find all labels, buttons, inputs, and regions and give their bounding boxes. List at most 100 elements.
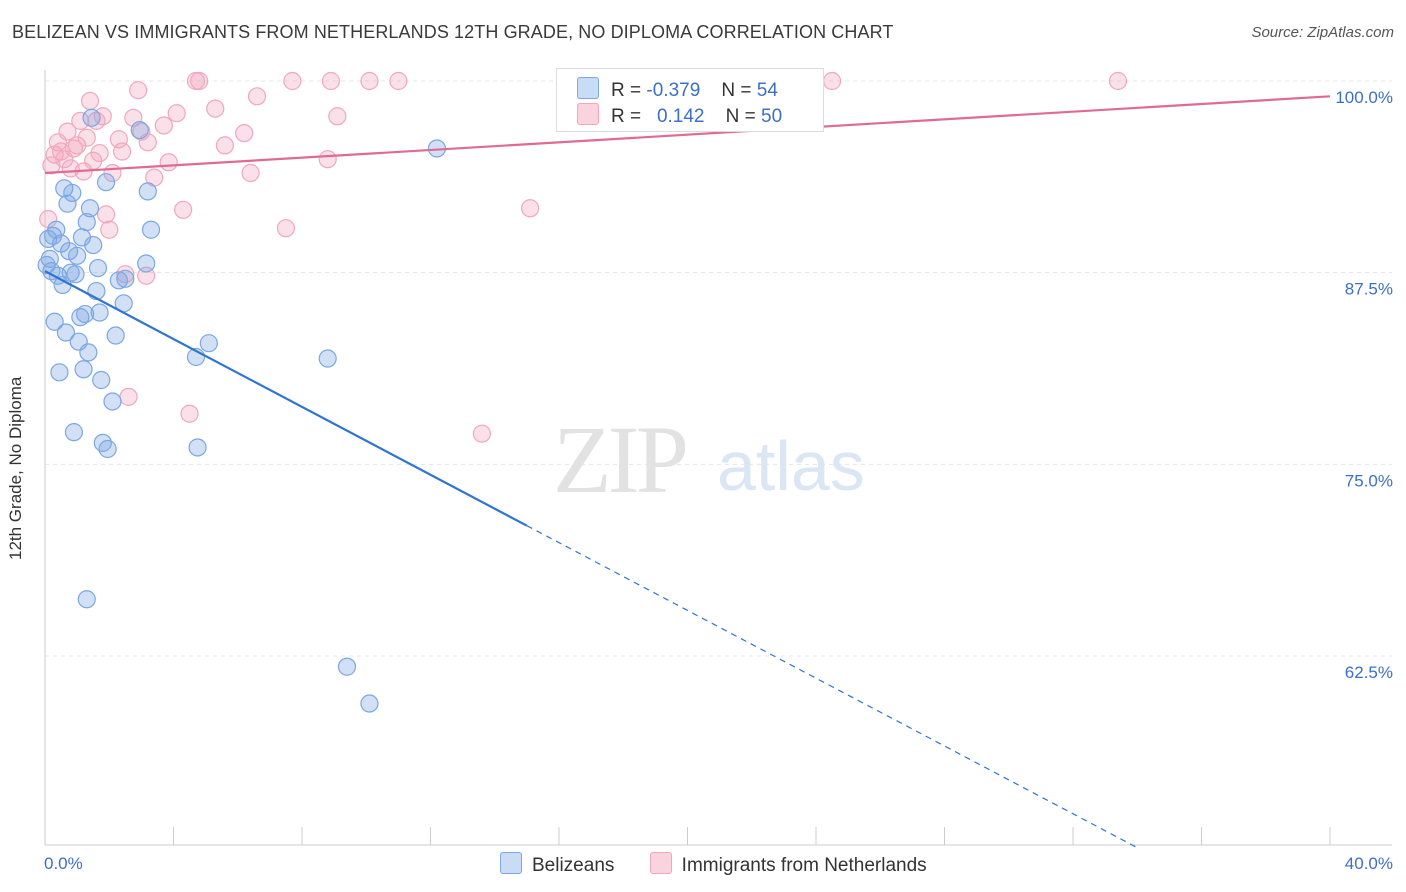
data-point-netherlands	[68, 136, 87, 155]
legend-item-netherlands[interactable]: Immigrants from Netherlands	[649, 852, 927, 877]
data-point-belizeans	[106, 326, 125, 345]
data-point-belizeans	[199, 334, 218, 353]
data-point-netherlands	[328, 107, 347, 126]
legend-r-value: -0.379	[646, 80, 701, 101]
y-tick-label: 100.0%	[1335, 88, 1393, 107]
data-point-belizeans	[64, 423, 84, 442]
watermark-zip: ZIP	[553, 406, 686, 513]
data-point-netherlands	[90, 143, 109, 163]
data-point-netherlands	[321, 71, 341, 91]
legend-swatch-blue	[577, 77, 599, 99]
data-point-belizeans	[84, 235, 103, 255]
x-tick-label: 0.0%	[44, 854, 83, 873]
data-point-netherlands	[64, 139, 84, 158]
data-point-netherlands	[822, 71, 842, 91]
data-point-netherlands	[167, 104, 186, 123]
data-point-belizeans	[77, 590, 96, 609]
data-point-netherlands	[241, 163, 260, 183]
data-point-netherlands	[180, 404, 199, 423]
data-point-belizeans	[103, 392, 122, 411]
data-point-netherlands	[472, 424, 491, 443]
legend-r-label: R =	[611, 106, 642, 127]
legend-label-netherlands: Immigrants from Netherlands	[681, 855, 927, 876]
data-point-netherlands	[206, 99, 225, 118]
data-point-belizeans	[45, 312, 64, 331]
data-point-netherlands	[318, 150, 337, 169]
legend-label-belizeans: Belizeans	[532, 855, 615, 876]
data-point-belizeans	[37, 255, 56, 275]
series-legend: Belizeans Immigrants from Netherlands	[500, 852, 957, 877]
trend-line-netherlands	[44, 95, 1331, 175]
data-point-belizeans	[58, 194, 77, 213]
data-point-belizeans	[93, 433, 112, 452]
data-point-belizeans	[109, 271, 128, 290]
data-point-belizeans	[76, 304, 95, 324]
data-point-belizeans	[80, 199, 100, 218]
data-point-netherlands	[129, 81, 148, 100]
data-point-netherlands	[276, 219, 296, 238]
legend-row-belizeans: R = -0.379 N = 54	[577, 77, 778, 101]
data-point-belizeans	[63, 183, 82, 203]
y-tick-label: 75.0%	[1345, 471, 1393, 490]
data-point-netherlands	[283, 71, 302, 91]
legend-item-belizeans[interactable]: Belizeans	[500, 852, 614, 877]
legend-swatch-blue	[500, 852, 522, 874]
data-point-netherlands	[389, 71, 408, 91]
legend-r-value: 0.142	[656, 106, 705, 127]
legend-row-netherlands: R = 0.142 N = 50	[577, 103, 782, 127]
data-point-netherlands	[96, 205, 116, 224]
data-point-netherlands	[87, 111, 106, 130]
data-point-netherlands	[159, 153, 178, 172]
y-axis-label: 12th Grade, No Diploma	[6, 376, 25, 560]
correlation-legend: R = -0.379 N = 54 R = 0.142 N = 50	[556, 68, 824, 132]
data-point-netherlands	[1108, 71, 1128, 91]
data-point-belizeans	[130, 120, 149, 140]
data-point-netherlands	[190, 71, 209, 91]
data-point-netherlands	[154, 116, 173, 135]
data-point-belizeans	[138, 182, 157, 201]
data-point-netherlands	[77, 128, 96, 147]
watermark-atlas: atlas	[717, 427, 865, 505]
data-point-belizeans	[141, 220, 161, 239]
data-point-netherlands	[520, 199, 540, 218]
source-note: Source: ZipAtlas.com	[1251, 24, 1394, 41]
data-point-belizeans	[68, 246, 87, 265]
data-point-belizeans	[360, 694, 379, 713]
data-point-belizeans	[137, 254, 156, 273]
data-point-netherlands	[71, 111, 90, 130]
legend-swatch-pink	[577, 103, 599, 125]
data-point-belizeans	[90, 303, 109, 322]
legend-n-value: 54	[756, 80, 778, 101]
y-tick-label: 62.5%	[1345, 663, 1393, 682]
data-point-belizeans	[318, 349, 337, 368]
watermark: ZIP atlas	[553, 406, 865, 513]
legend-n-label: N =	[721, 80, 752, 101]
data-point-netherlands	[174, 200, 193, 219]
y-tick-label: 87.5%	[1345, 280, 1393, 299]
x-tick-label: 40.0%	[1345, 854, 1393, 873]
data-point-belizeans	[188, 438, 207, 457]
data-point-belizeans	[337, 657, 357, 676]
data-point-belizeans	[88, 258, 108, 278]
data-point-netherlands	[80, 91, 100, 111]
data-point-belizeans	[56, 323, 75, 342]
data-point-belizeans	[77, 212, 96, 232]
legend-n-label: N =	[725, 106, 756, 127]
data-point-netherlands	[360, 71, 379, 91]
data-point-belizeans	[92, 370, 111, 390]
data-point-netherlands	[112, 142, 132, 161]
legend-r-label: R =	[611, 80, 642, 101]
data-point-netherlands	[100, 220, 119, 239]
data-point-belizeans	[96, 173, 116, 192]
data-point-belizeans	[66, 265, 85, 284]
trend-line-belizeans	[44, 270, 528, 527]
data-point-belizeans	[79, 343, 98, 362]
trend-line-belizeans-extrapolated	[526, 525, 1138, 849]
data-point-belizeans	[116, 269, 135, 288]
data-point-netherlands	[247, 87, 267, 106]
data-point-belizeans	[47, 220, 66, 239]
data-point-netherlands	[215, 136, 234, 155]
data-point-netherlands	[235, 124, 254, 143]
data-point-belizeans	[74, 360, 93, 379]
